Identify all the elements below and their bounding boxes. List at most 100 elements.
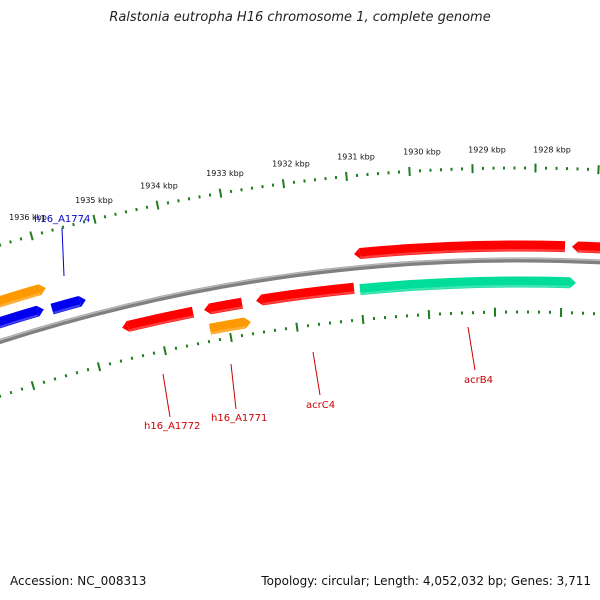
gene-label: h16_A1771 <box>211 413 267 424</box>
backbone-highlight <box>0 257 600 341</box>
scale-tick <box>9 390 13 395</box>
scale-tick <box>145 205 149 209</box>
scale-tick <box>141 354 145 358</box>
scale-tick <box>240 333 244 338</box>
gene-red-edge-arrow <box>572 241 579 253</box>
kbp-label: 1931 kbp <box>337 152 375 161</box>
gene-blue-outer-arrow <box>36 305 44 317</box>
leader-line <box>467 326 476 371</box>
scale-tick <box>64 374 68 378</box>
scale-tick <box>174 346 178 350</box>
scale-tick <box>114 212 117 216</box>
scale-tick <box>207 339 211 344</box>
gene-acrC4-arrow <box>256 294 263 306</box>
scale-tick <box>166 201 170 205</box>
scale-tick <box>96 362 102 372</box>
scale-tick <box>155 200 160 210</box>
accession-text: Accession: NC_008313 <box>10 574 147 588</box>
kbp-label: 1928 kbp <box>533 145 571 154</box>
kbp-label: 1936 kbp <box>9 213 47 222</box>
leader-line <box>230 363 237 410</box>
kbp-label: 1933 kbp <box>206 169 244 178</box>
scale-tick <box>187 197 191 201</box>
gene-h16-A1774-shine <box>51 304 81 315</box>
gene-red-edge-shine <box>577 249 600 253</box>
kbp-label: 1929 kbp <box>468 145 506 154</box>
gene-red-outer-arrow <box>354 248 361 259</box>
gene-h16-A1771-red <box>208 297 243 315</box>
gene-red-outer-shine <box>359 249 566 259</box>
scale-tick <box>9 240 12 244</box>
scale-tick <box>82 220 86 224</box>
leader-line <box>61 227 65 277</box>
scale-tick <box>281 179 286 189</box>
scale-tick <box>218 337 222 342</box>
scale-tick <box>124 210 128 214</box>
scale-tick <box>86 367 90 372</box>
gene-blue-outer-shine <box>0 314 39 328</box>
gene-red-edge <box>577 241 600 254</box>
scale-tick <box>119 359 123 363</box>
map-title: Ralstonia eutropha H16 chromosome 1, com… <box>109 10 491 25</box>
scale-tick <box>229 332 233 343</box>
topology-text: Topology: circular; Length: 4,052,032 bp… <box>261 574 591 588</box>
gene-h16-A1771-orange-arrow <box>244 317 251 329</box>
scale-tick <box>30 381 36 391</box>
scale-tick <box>61 225 65 229</box>
scale-tick <box>53 377 57 381</box>
scale-tick <box>152 351 156 355</box>
gene-h16-A1774-arrow <box>78 296 86 307</box>
leader-line <box>162 373 171 418</box>
scale-tick <box>108 362 112 366</box>
scale-tick <box>163 346 167 356</box>
gene-orange-outer <box>0 284 42 308</box>
scale-tick <box>19 237 23 241</box>
scale-tick <box>135 207 138 212</box>
gene-h16-A1774 <box>50 296 82 315</box>
scale-tick <box>75 370 79 375</box>
scale-tick <box>92 214 97 224</box>
gene-label: h16_A1774 <box>34 214 90 225</box>
kbp-label: 1935 kbp <box>75 196 113 205</box>
gene-acrB4-shine <box>359 285 571 295</box>
scale-tick <box>185 344 189 348</box>
scale-tick <box>198 195 201 199</box>
gene-red-outer <box>359 240 566 259</box>
scale-tick <box>29 231 34 241</box>
gene-acrB4 <box>359 276 571 296</box>
kbp-label: 1930 kbp <box>403 148 441 157</box>
gene-label: h16_A1772 <box>144 421 200 432</box>
gene-h16-A1771-red-arrow <box>204 303 212 315</box>
scale-tick <box>345 171 348 181</box>
scale-tick <box>295 322 299 332</box>
gene-h16-A1772-arrow <box>122 321 130 332</box>
scale-tick <box>40 231 44 235</box>
scale-tick <box>51 228 54 232</box>
gene-h16-A1771-orange-shine <box>209 326 246 335</box>
kbp-label: 1932 kbp <box>272 160 310 169</box>
gene-blue-outer <box>0 305 40 329</box>
leader-line <box>312 351 321 396</box>
scale-tick <box>177 199 180 203</box>
scale-tick <box>20 387 24 391</box>
gene-acrB4-arrow <box>569 277 576 289</box>
scale-tick <box>72 222 75 227</box>
scale-tick <box>408 166 411 176</box>
gene-orange-outer-shine <box>0 292 41 307</box>
scale-tick <box>208 193 212 197</box>
gene-h16-A1772 <box>126 306 195 332</box>
scale-tick <box>130 356 134 361</box>
gene-acrC4 <box>261 282 355 306</box>
scale-tick <box>42 380 46 384</box>
kbp-label: 1934 kbp <box>140 181 178 190</box>
scale-tick <box>103 215 107 219</box>
gene-label: acrB4 <box>464 375 493 386</box>
gene-orange-outer-arrow <box>38 284 46 295</box>
chromosome-backbone <box>0 257 600 345</box>
scale-tick <box>196 342 200 346</box>
scale-tick <box>361 314 365 325</box>
gene-label: acrC4 <box>306 400 335 411</box>
scale-tick <box>218 188 223 198</box>
